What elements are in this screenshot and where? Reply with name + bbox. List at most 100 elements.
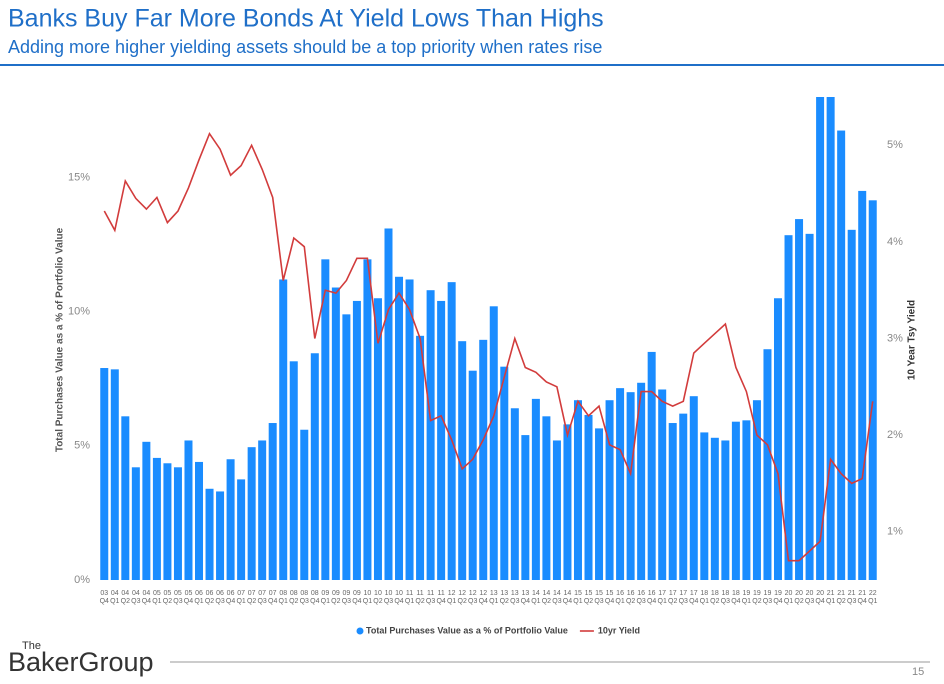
x-tick-label: 12 Q3 — [468, 590, 478, 605]
x-tick-label: 15 Q1 — [573, 590, 583, 605]
x-tick-label: 13 Q4 — [520, 590, 531, 605]
x-tick-label: 16 Q1 — [615, 590, 625, 605]
x-tick-label: 06 Q2 — [204, 590, 215, 605]
x-tick-label: 07 Q3 — [257, 590, 267, 605]
x-tick-label: 12 Q4 — [478, 590, 488, 605]
bar — [173, 467, 182, 580]
x-tick-label: 03 Q4 — [99, 590, 109, 605]
y-axis-title: Total Purchases Value as a % of Portfoli… — [55, 227, 66, 452]
y-tick-label: 5% — [74, 440, 90, 452]
x-tick-label: 10 Q1 — [362, 590, 373, 605]
x-tick-label: 18 Q1 — [699, 590, 709, 605]
x-tick-label: 17 Q1 — [657, 590, 667, 605]
bar — [605, 400, 614, 580]
x-tick-label: 10 Q4 — [394, 590, 404, 605]
x-tick-label: 20 Q2 — [794, 590, 804, 605]
chart-subtitle: Adding more higher yielding assets shoul… — [8, 37, 602, 57]
bar — [763, 349, 772, 580]
bar — [121, 416, 130, 580]
bar — [468, 370, 477, 580]
x-tick-label: 08 Q1 — [278, 590, 288, 605]
bar — [384, 228, 393, 580]
bar — [584, 414, 593, 580]
x-tick-label: 14 Q3 — [552, 590, 562, 605]
bar — [479, 339, 488, 580]
y2-tick-label: 5% — [887, 139, 903, 151]
x-tick-label: 04 Q4 — [141, 590, 152, 605]
y2-axis-title: 10 Year Tsy Yield — [907, 300, 918, 380]
x-tick-label: 13 Q3 — [510, 590, 520, 605]
x-tick-label: 05 Q1 — [152, 590, 162, 605]
x-tick-label: 09 Q2 — [331, 590, 341, 605]
bar — [752, 400, 761, 580]
bar — [816, 97, 825, 580]
x-tick-label: 09 Q4 — [352, 590, 362, 605]
y2-tick-label: 2% — [887, 429, 903, 441]
bar — [447, 282, 456, 580]
x-tick-label: 09 Q3 — [341, 590, 352, 605]
logo-small: The — [22, 640, 41, 652]
y2-tick-label: 4% — [887, 236, 903, 248]
bar — [458, 341, 467, 580]
bar — [342, 314, 351, 580]
x-tick-label: 05 Q2 — [162, 590, 173, 605]
bar — [731, 421, 740, 580]
y-tick-label: 10% — [68, 306, 90, 318]
x-tick-label: 07 Q2 — [246, 590, 257, 605]
bar — [510, 408, 519, 580]
bar — [289, 361, 298, 580]
line — [103, 132, 874, 562]
bar — [573, 400, 582, 580]
bar — [152, 457, 161, 580]
bar — [595, 428, 604, 580]
x-tick-label: 15 Q3 — [594, 590, 604, 605]
x-tick-label: 11 Q3 — [425, 590, 436, 605]
legend-swatch — [356, 627, 364, 635]
bar — [847, 229, 856, 580]
x-tick-label: 05 Q3 — [173, 590, 183, 605]
bar — [300, 429, 309, 580]
x-tick-label: 04 Q3 — [131, 590, 141, 605]
bar — [163, 463, 172, 580]
chart-title: Banks Buy Far More Bonds At Yield Lows T… — [8, 5, 604, 33]
x-tick-label: 16 Q2 — [625, 590, 636, 605]
bar — [784, 235, 793, 581]
x-tick-label: 10 Q3 — [383, 590, 394, 605]
bar — [710, 437, 719, 580]
bar — [426, 290, 435, 580]
bar — [100, 368, 109, 580]
x-tick-label: 15 Q2 — [583, 590, 594, 605]
x-tick-label: 19 Q1 — [741, 590, 752, 605]
bar — [542, 416, 551, 580]
x-tick-label: 11 Q2 — [415, 590, 425, 605]
x-tick-label: 08 Q4 — [310, 590, 320, 605]
x-tick-label: 22 Q1 — [868, 590, 878, 605]
bar — [373, 298, 382, 580]
x-tick-label: 14 Q1 — [531, 590, 541, 605]
x-tick-label: 13 Q2 — [499, 590, 509, 605]
bar — [237, 479, 246, 580]
bar — [552, 440, 561, 580]
bar — [268, 423, 277, 580]
x-tick-label: 21 Q2 — [836, 590, 846, 605]
bar — [521, 435, 530, 580]
bar — [658, 389, 667, 580]
bar — [352, 300, 361, 580]
bar — [637, 382, 646, 580]
bar — [700, 432, 709, 580]
x-tick-label: 04 Q2 — [120, 590, 130, 605]
x-tick-label: 13 Q1 — [489, 590, 499, 605]
bar — [247, 447, 256, 580]
bar — [405, 279, 414, 580]
x-tick-label: 17 Q4 — [689, 590, 699, 605]
x-tick-label: 20 Q3 — [804, 590, 815, 605]
bar — [795, 219, 804, 580]
x-tick-label: 19 Q4 — [773, 590, 783, 605]
bar — [500, 366, 509, 580]
bar — [363, 259, 372, 580]
bar — [321, 259, 330, 580]
bar — [131, 467, 140, 580]
x-tick-label: 07 Q1 — [236, 590, 246, 605]
